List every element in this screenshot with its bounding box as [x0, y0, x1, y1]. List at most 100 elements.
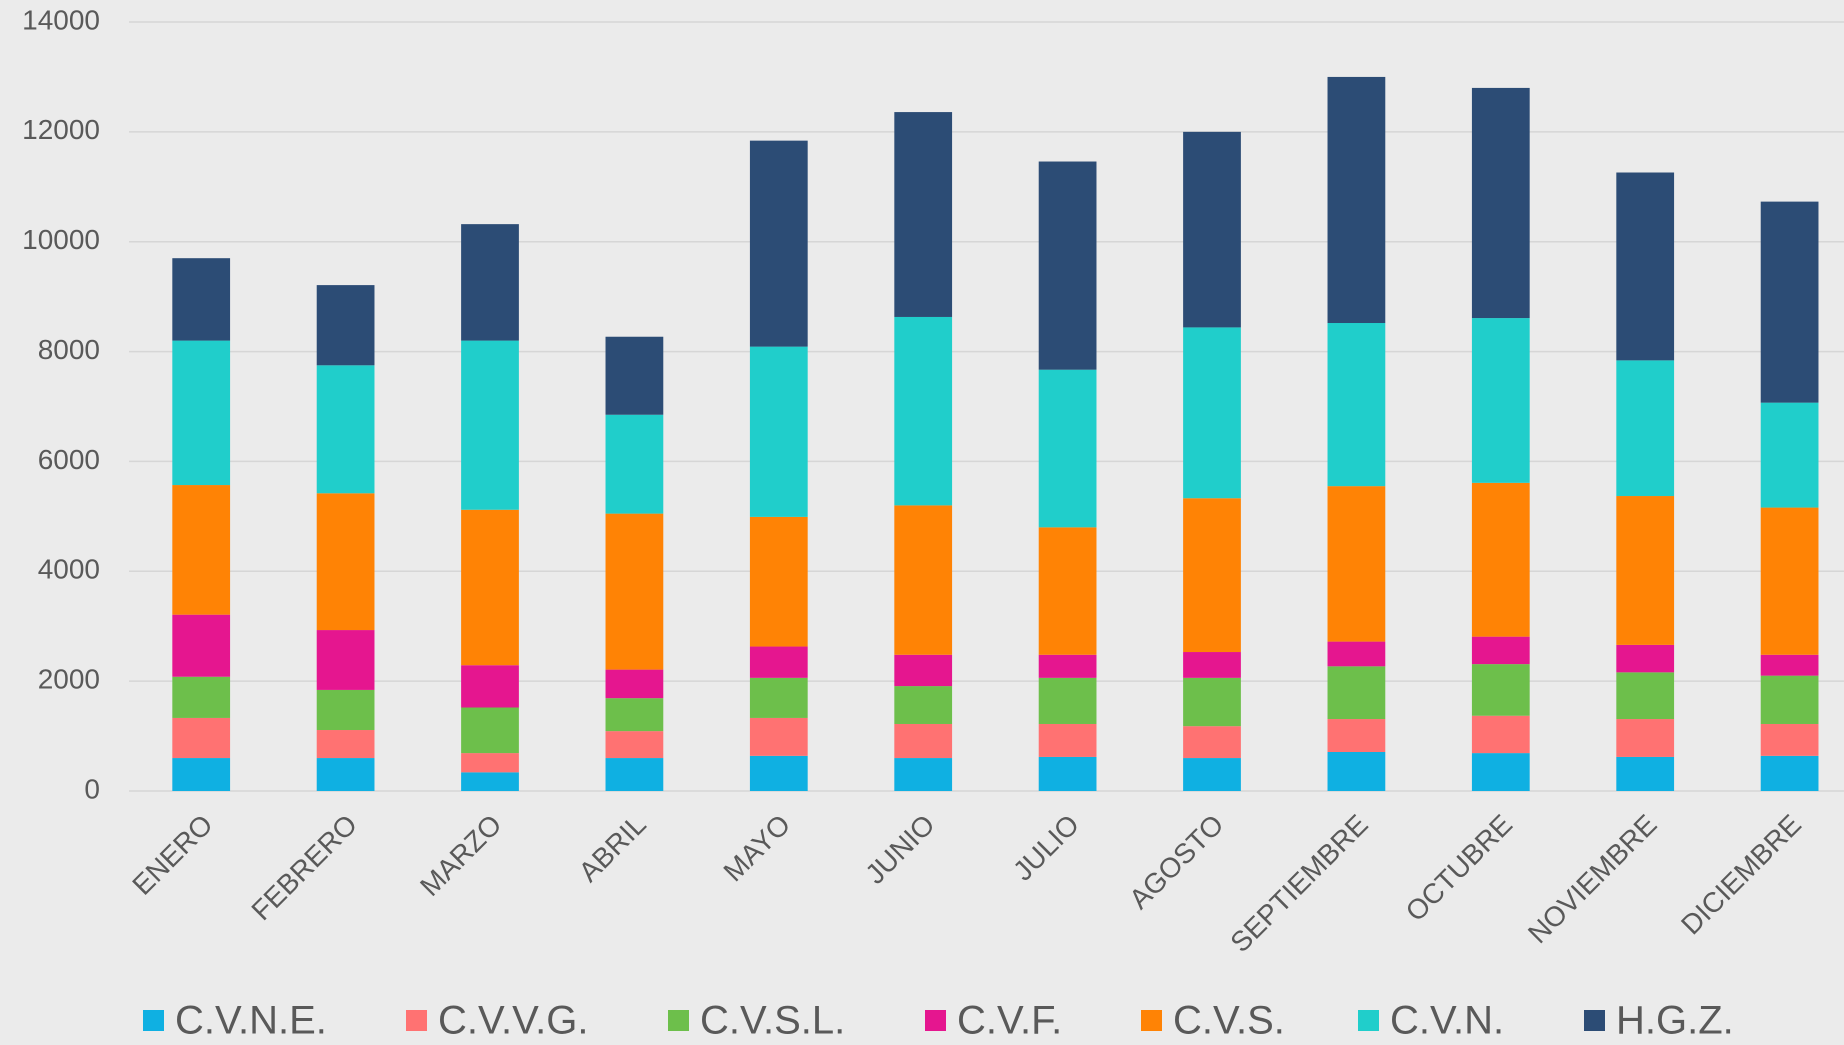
bar-segment	[894, 723, 953, 759]
y-tick-label: 14000	[22, 4, 100, 35]
bar-segment	[1183, 131, 1241, 328]
bar-segment	[605, 513, 664, 670]
bar-segment	[1038, 161, 1097, 370]
bar-segment	[316, 630, 375, 690]
bar-segment	[1038, 677, 1097, 724]
y-tick-label: 10000	[22, 224, 100, 255]
legend-label: C.V.F.	[957, 999, 1062, 1043]
bar-segment	[1616, 172, 1675, 361]
bar-segment	[1616, 756, 1675, 791]
legend-swatch	[668, 1010, 689, 1031]
bar-segment	[461, 707, 519, 754]
bar-segment	[1760, 402, 1819, 508]
bar-segment	[1616, 672, 1675, 720]
bar-segment	[1760, 507, 1819, 655]
bar-segment	[172, 485, 231, 615]
bar-segment	[1038, 527, 1097, 655]
bar-segment	[172, 614, 231, 677]
bar-segment	[1471, 318, 1530, 483]
bar-segment	[1760, 201, 1819, 403]
x-tick-label: DICIEMBRE	[1675, 809, 1807, 941]
legend-label: C.V.N.	[1390, 999, 1504, 1043]
bar-segment	[1471, 482, 1530, 637]
bar-segment	[1760, 675, 1819, 724]
legend-label: C.V.S.L.	[700, 999, 845, 1043]
bar-segment	[461, 753, 519, 773]
x-tick-label: JUNIO	[859, 809, 940, 890]
bar-segment	[605, 731, 664, 759]
bar-segment	[605, 336, 664, 415]
bar-segment	[1616, 719, 1675, 757]
x-tick-label: MARZO	[414, 809, 507, 902]
bar-segment	[316, 758, 375, 791]
bar-segment	[749, 140, 808, 347]
x-tick-label: OCTUBRE	[1400, 809, 1519, 928]
x-tick-label: NOVIEMBRE	[1522, 809, 1663, 950]
bar-segment	[461, 665, 519, 708]
legend-label: C.V.V.G.	[438, 999, 588, 1043]
legend-label: C.V.N.E.	[175, 999, 327, 1043]
bar-segment	[749, 346, 808, 517]
bar-segment	[461, 340, 519, 510]
bar-segment	[316, 285, 375, 366]
bar-segment	[1327, 76, 1386, 324]
x-tick-label: FEBRERO	[245, 809, 363, 927]
bar-segment	[1038, 369, 1097, 528]
bar-segment	[1760, 723, 1819, 756]
bar-segment	[461, 224, 519, 341]
y-tick-label: 6000	[38, 444, 100, 475]
bar-segment	[605, 669, 664, 699]
bar-segment	[172, 758, 231, 791]
bar-segment	[894, 505, 953, 655]
bar-segment	[1471, 753, 1530, 791]
bar-segment	[1183, 677, 1241, 727]
bar-segment	[749, 677, 808, 718]
legend-swatch	[925, 1010, 946, 1031]
bar-segment	[894, 686, 953, 724]
bar-segment	[1471, 715, 1530, 754]
bar-segment	[1471, 664, 1530, 716]
bar-segment	[1327, 641, 1386, 667]
y-tick-label: 2000	[38, 664, 100, 695]
legend-swatch	[1584, 1010, 1605, 1031]
bar-segment	[605, 758, 664, 791]
bar-segment	[894, 316, 953, 506]
y-tick-label: 4000	[38, 554, 100, 585]
bar-segment	[1183, 498, 1241, 653]
bar-segment	[1038, 654, 1097, 678]
legend-swatch	[1141, 1010, 1162, 1031]
bar-segment	[1327, 752, 1386, 791]
legend-swatch	[1358, 1010, 1379, 1031]
bar-segment	[1183, 726, 1241, 759]
bar-segment	[1038, 756, 1097, 791]
bar-segment	[172, 676, 231, 718]
bar-segment	[172, 717, 231, 759]
bar-segment	[316, 689, 375, 731]
x-tick-label: SEPTIEMBRE	[1224, 809, 1374, 959]
x-tick-label: MAYO	[718, 809, 797, 888]
bar-segment	[894, 112, 953, 317]
bar-segment	[749, 717, 808, 756]
bar-segment	[749, 755, 808, 791]
bar-segment	[1327, 323, 1386, 487]
legend-swatch	[406, 1010, 427, 1031]
legend-swatch	[143, 1010, 164, 1031]
x-tick-label: ABRIL	[573, 809, 652, 888]
y-tick-label: 0	[84, 773, 100, 804]
bar-segment	[316, 365, 375, 494]
bar-segment	[316, 493, 375, 631]
y-tick-label: 12000	[22, 114, 100, 145]
bar-segment	[1760, 755, 1819, 791]
legend-label: C.V.S.	[1173, 999, 1285, 1043]
bar-segment	[749, 646, 808, 678]
bar-segment	[1616, 496, 1675, 645]
bar-segment	[1183, 652, 1241, 678]
bar-segment	[1760, 654, 1819, 676]
x-tick-label: ENERO	[126, 809, 218, 901]
bar-segment	[461, 509, 519, 666]
bar-segment	[1327, 719, 1386, 753]
bar-segment	[1327, 486, 1386, 642]
legend-label: H.G.Z.	[1616, 999, 1734, 1043]
x-tick-label: AGOSTO	[1123, 809, 1229, 915]
